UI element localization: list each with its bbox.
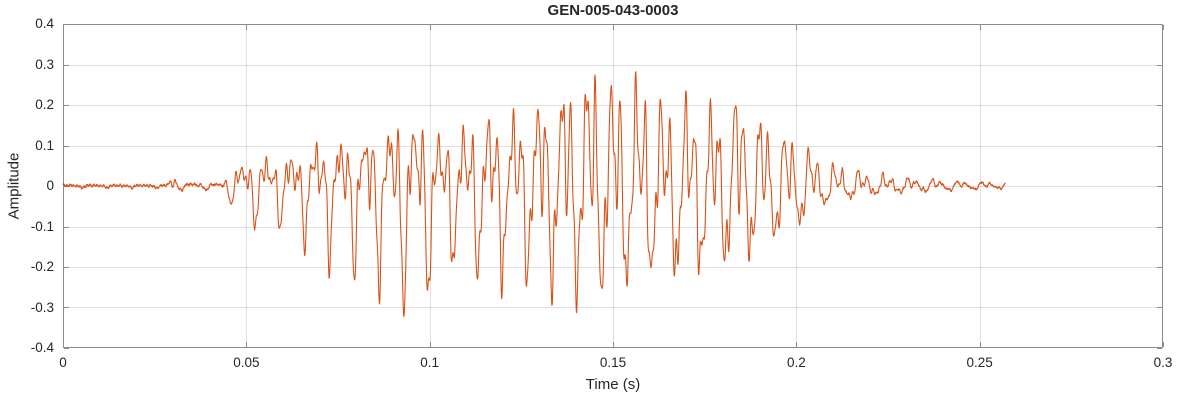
x-tick-label: 0: [59, 355, 67, 370]
x-tick-label: 0.2: [786, 355, 806, 370]
y-tick-label: -0.4: [30, 340, 54, 355]
y-tick-label: -0.3: [30, 299, 54, 315]
x-axis-label: Time (s): [585, 376, 641, 393]
x-tick-label: 0.3: [1153, 355, 1173, 370]
x-tick-label: 0.05: [233, 355, 260, 370]
y-tick-label: -0.2: [30, 259, 54, 274]
x-tick-label: 0.15: [599, 355, 627, 370]
y-tick-label: 0.3: [35, 56, 54, 72]
y-tick-label: 0.1: [35, 137, 54, 153]
y-tick-label: 0.4: [35, 16, 54, 31]
chart-title: GEN-005-043-0003: [547, 2, 679, 19]
y-tick-label: 0: [46, 178, 54, 193]
x-tick-label: 0.1: [420, 355, 440, 370]
x-tick-label: 0.25: [966, 355, 993, 370]
y-tick-label: 0.2: [35, 97, 54, 112]
y-tick-label: -0.1: [30, 218, 54, 234]
